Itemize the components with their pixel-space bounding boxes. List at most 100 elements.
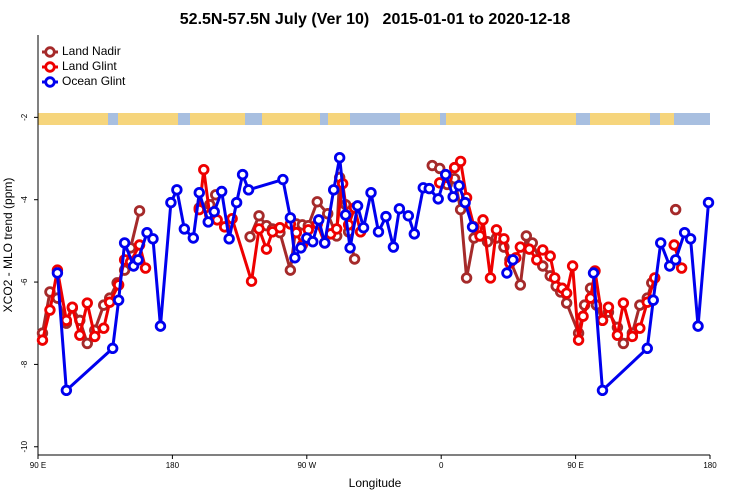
data-point — [453, 180, 465, 192]
data-point — [548, 272, 561, 284]
y-tick-label: -6 — [20, 278, 29, 286]
data-point — [655, 237, 667, 249]
data-point — [60, 314, 73, 327]
legend-marker — [44, 61, 56, 73]
data-point — [669, 254, 682, 266]
data-point — [587, 267, 600, 279]
data-point — [626, 330, 639, 343]
data-point — [193, 187, 205, 199]
data-point — [89, 330, 101, 343]
legend-marker — [44, 76, 56, 88]
data-point — [380, 210, 392, 223]
data-point — [702, 196, 715, 209]
data-point — [647, 294, 659, 306]
data-point — [501, 267, 513, 279]
data-point — [459, 196, 471, 209]
data-point — [132, 254, 144, 266]
data-point — [98, 322, 110, 334]
data-point — [333, 152, 346, 164]
land-strip — [190, 113, 245, 125]
land-strip — [118, 113, 178, 125]
data-point — [165, 196, 177, 209]
x-tick-label: 90 E — [567, 461, 583, 470]
land-strip — [590, 113, 650, 125]
data-point — [669, 203, 682, 216]
x-tick-label: 180 — [703, 461, 717, 470]
data-point — [523, 243, 536, 255]
data-point — [330, 223, 343, 235]
data-point — [284, 212, 297, 224]
data-point — [537, 244, 549, 256]
data-point — [284, 264, 297, 276]
data-point — [365, 187, 377, 199]
data-point — [344, 242, 356, 254]
data-point — [617, 337, 630, 350]
data-point — [202, 216, 214, 228]
data-point — [408, 228, 421, 240]
chart-title: 52.5N-57.5N July (Ver 10) 2015-01-01 to … — [180, 11, 571, 28]
data-point — [617, 297, 630, 309]
legend-marker — [44, 46, 56, 58]
data-point — [507, 254, 519, 266]
data-point — [514, 279, 527, 291]
data-point — [208, 205, 220, 218]
data-point — [560, 287, 573, 299]
data-point — [460, 272, 473, 284]
data-point — [253, 223, 265, 235]
data-point — [439, 168, 452, 181]
data-point — [466, 221, 479, 233]
data-point — [584, 292, 597, 304]
data-point — [634, 322, 646, 334]
data-point — [103, 296, 116, 308]
land-strip — [38, 113, 108, 125]
data-point — [289, 252, 301, 264]
data-point — [60, 384, 73, 397]
data-point — [215, 185, 228, 198]
data-point — [295, 242, 307, 254]
data-point — [447, 191, 459, 203]
y-tick-label: -4 — [20, 196, 29, 204]
data-point — [81, 297, 93, 309]
data-point — [596, 314, 609, 327]
land-strip — [446, 113, 576, 125]
data-point — [81, 337, 93, 350]
land-strip — [328, 113, 350, 125]
land-strip — [400, 113, 440, 125]
data-point — [577, 310, 589, 322]
x-tick-label: 180 — [166, 461, 180, 470]
y-tick-label: -8 — [20, 360, 29, 368]
data-point — [277, 173, 289, 186]
data-point — [311, 196, 323, 208]
x-axis-label: Longitude — [349, 476, 402, 490]
data-point — [684, 233, 697, 245]
data-point — [423, 182, 435, 195]
data-point — [274, 222, 286, 234]
data-point — [242, 184, 255, 196]
data-point — [118, 237, 131, 249]
y-tick-label: -10 — [20, 440, 29, 452]
data-point — [514, 241, 527, 253]
data-point — [675, 262, 688, 274]
y-tick-label: -2 — [20, 113, 29, 121]
data-point — [74, 329, 86, 341]
data-point — [327, 184, 340, 196]
data-point — [244, 231, 256, 243]
data-point — [36, 334, 49, 346]
data-point — [560, 297, 573, 309]
data-point — [387, 241, 400, 253]
data-point — [692, 320, 704, 332]
data-point — [187, 232, 200, 244]
data-point — [339, 209, 352, 221]
data-point — [112, 294, 125, 306]
data-point — [566, 260, 579, 272]
data-point — [477, 214, 489, 226]
data-point — [66, 301, 79, 313]
data-point — [520, 230, 533, 242]
data-point — [602, 301, 615, 313]
x-tick-label: 90 W — [297, 461, 316, 470]
data-point — [641, 342, 653, 355]
data-point — [490, 224, 503, 236]
data-point — [260, 243, 273, 255]
